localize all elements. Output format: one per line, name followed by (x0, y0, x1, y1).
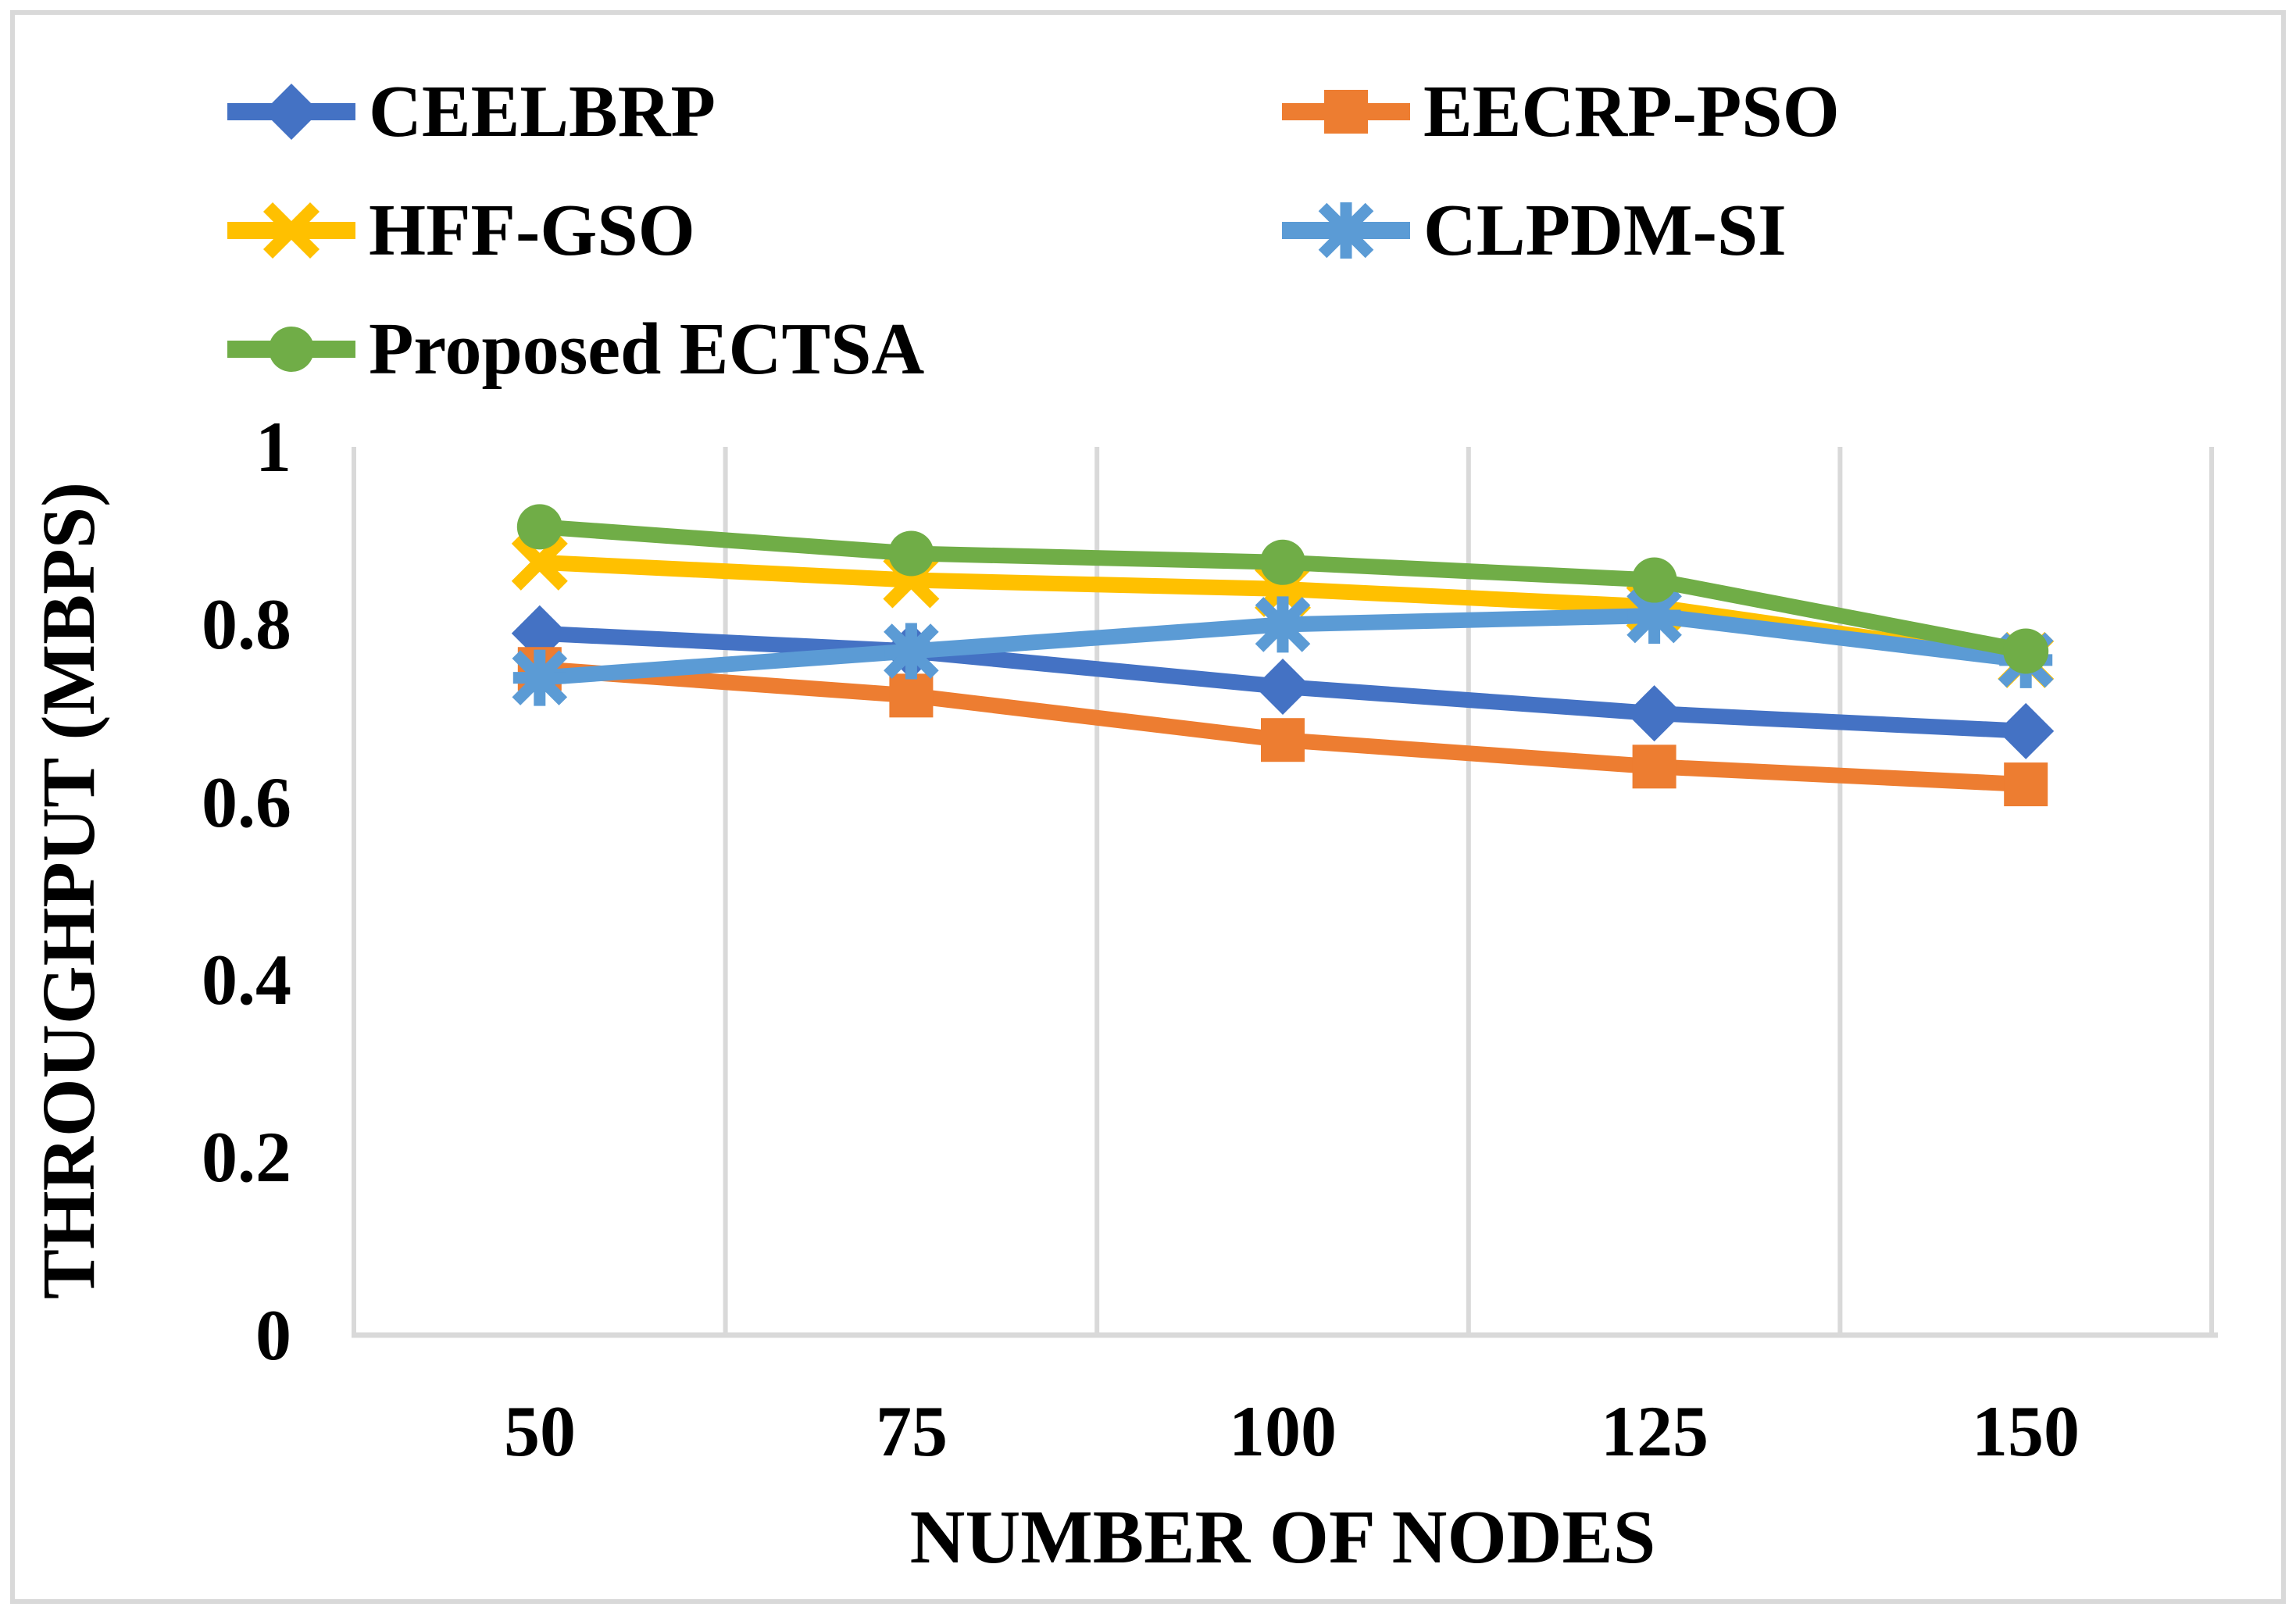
y-tick-0-2: 0.2 (202, 1117, 291, 1197)
marker-asterisk-icon (512, 649, 568, 706)
y-tick-0-4: 0.4 (202, 940, 291, 1019)
marker-square-icon (1632, 745, 1676, 789)
marker-square-icon (889, 673, 934, 718)
y-tick-0-8: 0.8 (202, 584, 291, 664)
marker-x-icon (262, 202, 320, 259)
marker-x-icon (511, 534, 568, 591)
marker-circle-icon (516, 504, 562, 550)
marker-square-icon (1324, 90, 1368, 134)
marker-circle-icon (1260, 539, 1305, 585)
legend-marker-asterisk-icon (1282, 202, 1410, 259)
legend-label: Proposed ECTSA (369, 309, 925, 390)
marker-asterisk-icon (1255, 596, 1311, 653)
y-tick-0-6: 0.6 (202, 762, 291, 842)
legend-label: CLPDM-SI (1423, 190, 1787, 271)
marker-diamond-icon (263, 84, 320, 140)
marker-circle-icon (269, 327, 314, 372)
x-tick-100: 100 (1229, 1391, 1337, 1471)
marker-circle-icon (888, 530, 934, 577)
legend-label: EECRP-PSO (1423, 71, 1840, 152)
x-tick-150: 150 (1972, 1391, 2080, 1471)
marker-diamond-icon (1998, 702, 2055, 759)
legend-label: HFF-GSO (369, 190, 695, 271)
marker-diamond-icon (1255, 658, 1311, 715)
legend-marker-circle-icon (227, 327, 355, 372)
x-tick-75: 75 (876, 1391, 948, 1471)
marker-diamond-icon (1626, 685, 1683, 742)
marker-circle-icon (2003, 628, 2049, 674)
marker-asterisk-icon (1318, 202, 1374, 259)
marker-square-icon (2004, 762, 2048, 807)
x-tick-125: 125 (1601, 1391, 1709, 1471)
marker-square-icon (1261, 718, 1305, 762)
marker-asterisk-icon (1626, 587, 1682, 645)
legend-marker-square-icon (1282, 90, 1410, 134)
legend-item-hff-gso: HFF-GSO (225, 184, 695, 277)
x-tick-50: 50 (504, 1391, 576, 1471)
legend-item-clpdm-si: CLPDM-SI (1280, 184, 1787, 277)
legend-item-proposed-ectsa: Proposed ECTSA (225, 302, 924, 396)
legend-item-eecrp-pso: EECRP-PSO (1280, 65, 1840, 159)
chart-border (10, 10, 2286, 1604)
y-axis-title: THROUGHPUT (MBPS) (27, 481, 110, 1300)
marker-circle-icon (1631, 557, 1677, 603)
legend-item-ceelbrp: CEELBRP (225, 65, 716, 159)
y-tick-1: 1 (255, 407, 291, 487)
y-tick-0: 0 (255, 1295, 291, 1375)
legend-marker-x-icon (227, 202, 355, 259)
marker-asterisk-icon (884, 623, 939, 680)
legend-label: CEELBRP (369, 71, 716, 152)
legend-marker-diamond-icon (227, 84, 355, 140)
x-axis-title: NUMBER OF NODES (909, 1495, 1656, 1580)
